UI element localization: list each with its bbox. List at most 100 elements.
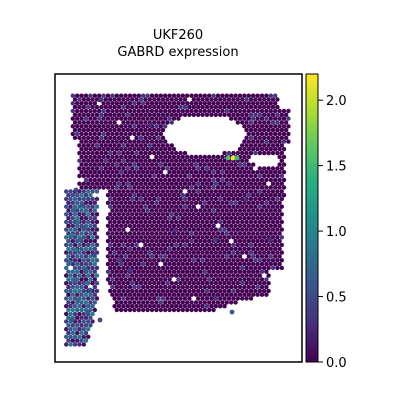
tissue-spot	[114, 277, 120, 282]
tissue-spot	[229, 246, 234, 251]
tissue-spot	[266, 258, 271, 263]
tissue-spot	[281, 177, 287, 183]
tissue-spot	[235, 189, 240, 194]
tissue-spot	[240, 235, 245, 240]
tissue-spot	[156, 273, 161, 278]
tissue-spot	[88, 124, 93, 129]
tissue-spot	[97, 131, 102, 137]
tissue-spot	[222, 242, 227, 248]
tissue-spot	[152, 104, 157, 110]
tissue-spot	[176, 261, 181, 267]
tissue-spot	[112, 189, 117, 194]
tissue-spot	[160, 288, 166, 294]
tissue-spot	[141, 131, 146, 137]
tissue-spot	[88, 139, 93, 144]
tissue-spot	[174, 158, 179, 163]
tissue-spot	[132, 216, 137, 221]
tissue-spot	[277, 216, 282, 221]
tissue-spot	[262, 258, 267, 263]
tissue-spot	[226, 189, 232, 194]
tissue-spot	[134, 242, 139, 248]
tissue-spot	[90, 97, 95, 102]
tissue-spot	[259, 238, 265, 244]
tissue-spot	[110, 185, 115, 190]
tissue-spot	[163, 154, 168, 160]
tissue-spot	[136, 147, 141, 152]
tissue-spot	[273, 193, 278, 198]
tissue-spot	[242, 93, 247, 98]
tissue-spot	[275, 143, 280, 148]
tissue-spot	[220, 269, 225, 274]
tissue-spot	[77, 304, 82, 309]
tissue-spot	[88, 154, 93, 160]
tissue-spot	[253, 281, 258, 286]
tissue-spot	[145, 154, 150, 160]
tissue-spot	[213, 265, 218, 271]
tissue-spot	[112, 158, 117, 163]
tissue-spot	[149, 292, 155, 297]
tissue-spot	[119, 147, 124, 152]
tissue-spot	[193, 269, 199, 274]
tissue-spot	[248, 120, 254, 125]
tissue-spot	[152, 173, 157, 179]
tissue-spot	[237, 185, 243, 190]
tissue-spot	[237, 170, 243, 175]
tissue-spot	[94, 150, 100, 156]
tissue-spot	[147, 273, 152, 278]
tissue-spot	[248, 296, 254, 301]
tissue-spot	[105, 93, 111, 98]
tissue-spot	[70, 330, 76, 336]
tissue-spot	[112, 235, 117, 240]
tissue-spot	[156, 227, 161, 232]
tissue-spot	[132, 254, 137, 259]
tissue-spot	[281, 170, 287, 175]
tissue-spot	[149, 116, 155, 121]
tissue-spot	[160, 212, 166, 217]
tissue-spot	[169, 250, 174, 255]
tissue-spot	[174, 250, 179, 255]
tissue-spot	[209, 173, 214, 179]
tissue-spot	[88, 292, 93, 297]
tissue-spot	[213, 104, 218, 110]
tissue-spot	[204, 235, 210, 240]
tissue-spot	[77, 258, 82, 263]
tissue-spot	[229, 223, 234, 228]
tissue-spot	[90, 212, 95, 217]
tissue-spot	[229, 177, 234, 183]
tissue-spot	[207, 193, 212, 198]
tissue-spot	[130, 304, 135, 309]
tissue-spot	[202, 162, 207, 167]
tissue-spot	[127, 254, 133, 259]
tissue-spot	[70, 338, 76, 343]
tissue-spot	[215, 108, 221, 114]
tissue-spot	[202, 238, 207, 244]
tissue-spot	[237, 193, 243, 198]
tissue-spot	[77, 242, 82, 248]
tissue-spot	[222, 250, 227, 255]
tissue-spot	[200, 158, 205, 163]
tissue-spot	[81, 250, 87, 255]
tissue-spot	[154, 93, 159, 98]
tissue-spot	[103, 143, 109, 148]
tissue-spot	[141, 208, 146, 213]
tissue-spot	[244, 242, 249, 248]
tissue-spot	[253, 204, 258, 209]
tissue-spot	[198, 238, 203, 244]
tissue-spot	[244, 166, 249, 171]
tissue-spot	[143, 104, 148, 110]
tissue-spot	[81, 173, 87, 179]
tissue-spot	[233, 254, 238, 259]
tissue-spot	[149, 177, 155, 183]
tissue-spot	[127, 200, 133, 205]
tissue-spot	[182, 219, 188, 225]
tissue-spot	[123, 193, 128, 198]
tissue-spot	[127, 124, 133, 129]
tissue-spot	[264, 139, 269, 144]
tissue-spot	[187, 212, 192, 217]
tissue-spot	[266, 143, 271, 148]
tissue-spot	[182, 104, 188, 110]
tissue-spot	[257, 265, 262, 271]
tissue-spot	[270, 212, 276, 217]
tissue-spot	[125, 196, 130, 202]
tissue-spot	[246, 93, 251, 98]
